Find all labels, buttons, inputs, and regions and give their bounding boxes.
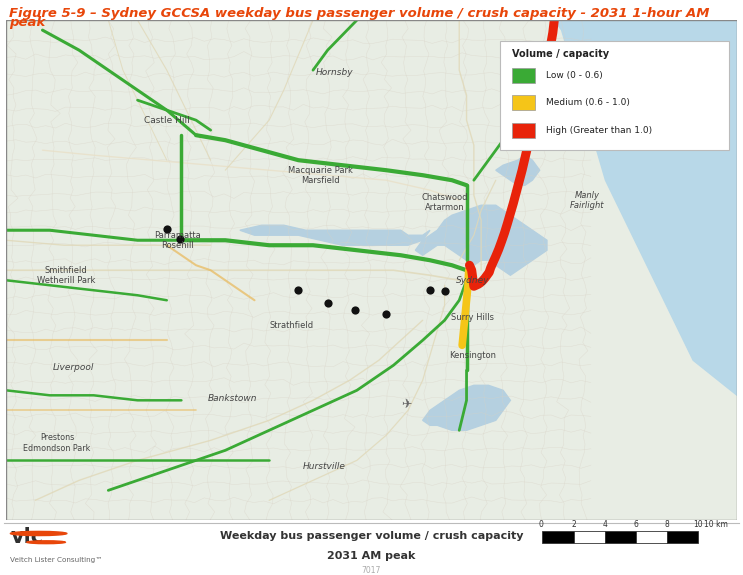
Text: 8: 8: [665, 520, 669, 528]
Text: High (Greater than 1.0): High (Greater than 1.0): [545, 126, 652, 135]
Bar: [512, 122, 535, 137]
Text: Hornsby: Hornsby: [316, 68, 354, 77]
Text: 10: 10: [694, 520, 703, 528]
Text: Weekday bus passenger volume / crush capacity: Weekday bus passenger volume / crush cap…: [220, 531, 523, 540]
Text: Surry Hills: Surry Hills: [451, 313, 494, 322]
Bar: [512, 95, 535, 110]
Polygon shape: [423, 385, 510, 430]
Bar: [667, 531, 698, 543]
Text: 10 km: 10 km: [704, 520, 728, 528]
Text: Kensington: Kensington: [449, 351, 496, 360]
Polygon shape: [532, 70, 583, 105]
Point: [424, 286, 436, 295]
Text: Parramatta
Rosehill: Parramatta Rosehill: [155, 231, 201, 250]
Text: Chatswood
Artarmon: Chatswood Artarmon: [421, 193, 468, 212]
Text: 0: 0: [539, 520, 543, 528]
Polygon shape: [554, 20, 737, 396]
Text: 2: 2: [571, 520, 576, 528]
Text: Castle Hill: Castle Hill: [144, 116, 189, 125]
Bar: [636, 531, 667, 543]
Text: 6: 6: [634, 520, 638, 528]
Polygon shape: [415, 205, 547, 275]
FancyBboxPatch shape: [500, 41, 729, 150]
Text: Low (0 - 0.6): Low (0 - 0.6): [545, 71, 603, 80]
Point: [160, 225, 172, 234]
Point: [322, 298, 334, 308]
Text: Smithfield
Wetherill Park: Smithfield Wetherill Park: [36, 266, 95, 285]
Point: [293, 286, 305, 295]
Text: Liverpool: Liverpool: [53, 363, 94, 372]
Text: peak: peak: [9, 16, 45, 29]
Text: 2031 AM peak: 2031 AM peak: [328, 551, 415, 561]
Bar: [512, 68, 535, 83]
Text: Macquarie Park
Marsfield: Macquarie Park Marsfield: [288, 166, 353, 185]
Text: Volume / capacity: Volume / capacity: [512, 49, 609, 59]
Polygon shape: [496, 155, 539, 185]
Text: ✈: ✈: [401, 398, 412, 411]
Text: 4: 4: [603, 520, 607, 528]
Polygon shape: [6, 20, 737, 520]
Point: [174, 235, 186, 244]
Text: Manly
Fairlight: Manly Fairlight: [570, 190, 604, 210]
Text: vlc: vlc: [10, 527, 44, 547]
Text: Bankstown: Bankstown: [208, 394, 257, 403]
Text: 7017: 7017: [362, 566, 381, 575]
Text: Prestons
Edmondson Park: Prestons Edmondson Park: [24, 433, 91, 453]
Point: [438, 287, 450, 296]
Circle shape: [27, 541, 65, 543]
Bar: [605, 531, 636, 543]
Text: Medium (0.6 - 1.0): Medium (0.6 - 1.0): [545, 98, 629, 107]
Point: [380, 310, 392, 319]
Point: [349, 306, 361, 315]
Text: Hurstville: Hurstville: [302, 462, 345, 471]
Circle shape: [10, 531, 67, 535]
Text: Sydney: Sydney: [455, 276, 489, 285]
Bar: [574, 531, 605, 543]
Bar: [542, 531, 574, 543]
Text: Strathfield: Strathfield: [269, 321, 313, 330]
Polygon shape: [240, 225, 430, 245]
Text: Figure 5-9 – Sydney GCCSA weekday bus passenger volume / crush capacity - 2031 1: Figure 5-9 – Sydney GCCSA weekday bus pa…: [9, 7, 710, 20]
Text: Veitch Lister Consulting™: Veitch Lister Consulting™: [10, 557, 103, 563]
